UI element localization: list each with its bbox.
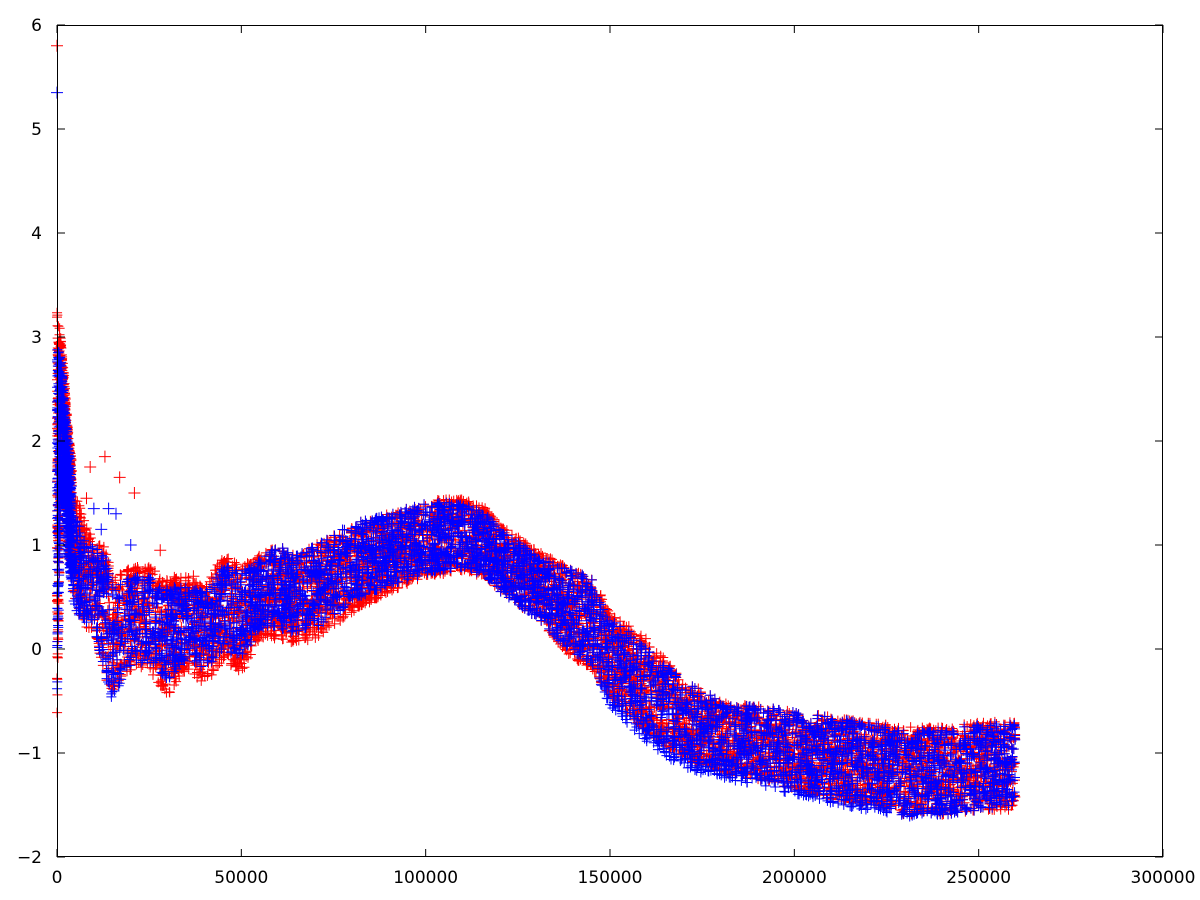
- outlier-point: [113, 471, 126, 484]
- x-tick-label: 0: [52, 868, 63, 888]
- outlier-point: [187, 570, 200, 583]
- y-tick-label: −1: [17, 744, 42, 764]
- y-tick-label: 2: [31, 432, 42, 452]
- series-1-markers: [52, 344, 1021, 822]
- y-tick-label: 6: [31, 16, 42, 36]
- x-tick-label: 100000: [393, 868, 458, 888]
- y-tick-label: 0: [31, 640, 42, 660]
- y-tick-label: 1: [31, 536, 42, 556]
- x-tick-label: 250000: [946, 868, 1011, 888]
- axis-ticks: 0 50000 100000 150000 200000 250000 300000 6 5 4 3…: [17, 16, 1196, 888]
- outlier-point: [87, 502, 100, 515]
- outlier-point: [102, 502, 115, 515]
- outlier-point: [98, 450, 111, 463]
- y-tick-label: −2: [17, 848, 42, 868]
- series-1: [51, 86, 1021, 822]
- outlier-point: [128, 487, 141, 499]
- y-tick-label: 4: [31, 224, 42, 244]
- x-tick-label: 200000: [762, 868, 827, 888]
- plot-frame: [57, 25, 1163, 857]
- x-tick-label: 300000: [1131, 868, 1196, 888]
- outlier-point: [154, 544, 167, 557]
- plot-background: [57, 25, 1163, 857]
- y-tick-label: 5: [31, 120, 42, 140]
- outlier-point: [109, 507, 122, 520]
- outlier-point: [84, 461, 97, 473]
- x-tick-label: 50000: [214, 868, 268, 888]
- outlier-point: [124, 539, 137, 551]
- x-tick-label: 150000: [578, 868, 643, 888]
- outlier-point: [95, 523, 108, 536]
- y-tick-label: 3: [31, 328, 42, 348]
- outlier-point: [80, 492, 93, 505]
- data-points: [51, 39, 1021, 822]
